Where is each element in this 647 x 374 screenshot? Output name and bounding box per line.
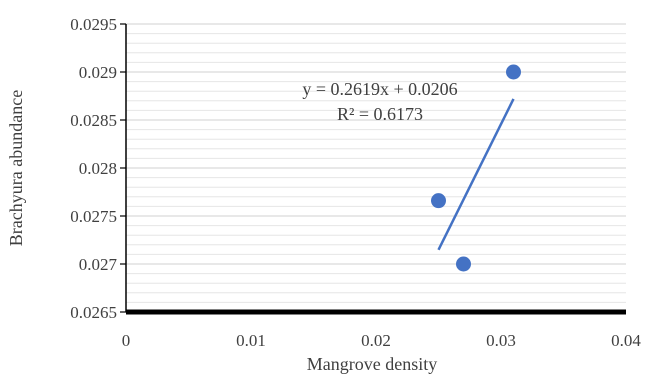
x-tick-label: 0.02 <box>361 331 391 350</box>
data-point <box>506 64 521 80</box>
trendline-equation: y = 0.2619x + 0.0206 <box>302 79 457 99</box>
y-tick-label: 0.029 <box>79 63 117 82</box>
y-tick-label: 0.0285 <box>70 111 117 130</box>
data-point <box>431 193 446 209</box>
x-tick-label: 0.03 <box>486 331 516 350</box>
y-axis-title: Brachyura abundance <box>6 90 26 246</box>
x-axis-title: Mangrove density <box>307 354 437 374</box>
y-tick-labels: 0.0265 0.027 0.0275 0.028 0.0285 0.029 0.0295 <box>70 15 126 322</box>
trendline <box>437 98 515 251</box>
y-tick-label: 0.0265 <box>70 303 117 322</box>
y-tick-label: 0.0295 <box>70 15 117 34</box>
data-points <box>431 64 521 272</box>
x-tick-label: 0.04 <box>611 331 641 350</box>
y-tick-label: 0.028 <box>79 159 117 178</box>
y-tick-label: 0.0275 <box>70 207 117 226</box>
data-point <box>456 256 471 272</box>
x-tick-label: 0.01 <box>236 331 266 350</box>
trendline-r-squared: R² = 0.6173 <box>337 104 423 124</box>
x-tick-labels: 0 0.01 0.02 0.03 0.04 <box>122 331 642 350</box>
x-tick-label: 0 <box>122 331 131 350</box>
gridlines <box>126 23 626 303</box>
y-tick-label: 0.027 <box>79 255 118 274</box>
